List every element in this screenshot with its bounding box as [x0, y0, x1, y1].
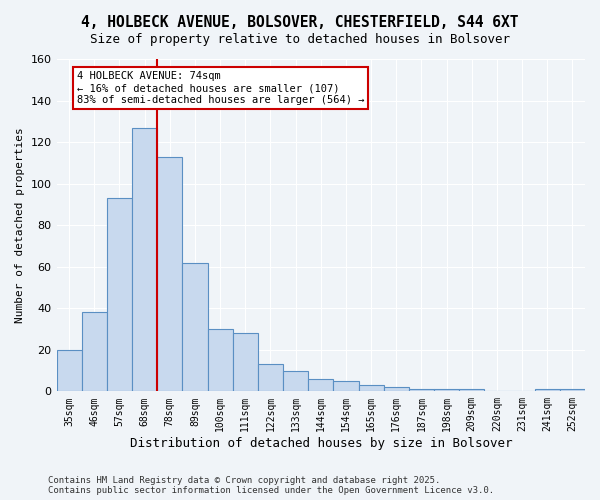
Bar — [208, 329, 233, 392]
Bar — [283, 370, 308, 392]
Bar — [308, 379, 334, 392]
Bar — [132, 128, 157, 392]
Text: Size of property relative to detached houses in Bolsover: Size of property relative to detached ho… — [90, 32, 510, 46]
Bar — [409, 390, 434, 392]
Bar — [434, 390, 459, 392]
Bar — [233, 333, 258, 392]
Text: 4 HOLBECK AVENUE: 74sqm
← 16% of detached houses are smaller (107)
83% of semi-d: 4 HOLBECK AVENUE: 74sqm ← 16% of detache… — [77, 72, 364, 104]
Bar — [82, 312, 107, 392]
Bar — [560, 390, 585, 392]
Text: 4, HOLBECK AVENUE, BOLSOVER, CHESTERFIELD, S44 6XT: 4, HOLBECK AVENUE, BOLSOVER, CHESTERFIEL… — [81, 15, 519, 30]
X-axis label: Distribution of detached houses by size in Bolsover: Distribution of detached houses by size … — [130, 437, 512, 450]
Bar — [258, 364, 283, 392]
Text: Contains HM Land Registry data © Crown copyright and database right 2025.
Contai: Contains HM Land Registry data © Crown c… — [48, 476, 494, 495]
Bar — [359, 385, 383, 392]
Bar — [107, 198, 132, 392]
Bar — [535, 390, 560, 392]
Bar — [334, 381, 359, 392]
Bar — [383, 387, 409, 392]
Bar — [56, 350, 82, 392]
Bar — [182, 262, 208, 392]
Bar — [459, 390, 484, 392]
Y-axis label: Number of detached properties: Number of detached properties — [15, 128, 25, 323]
Bar — [157, 156, 182, 392]
